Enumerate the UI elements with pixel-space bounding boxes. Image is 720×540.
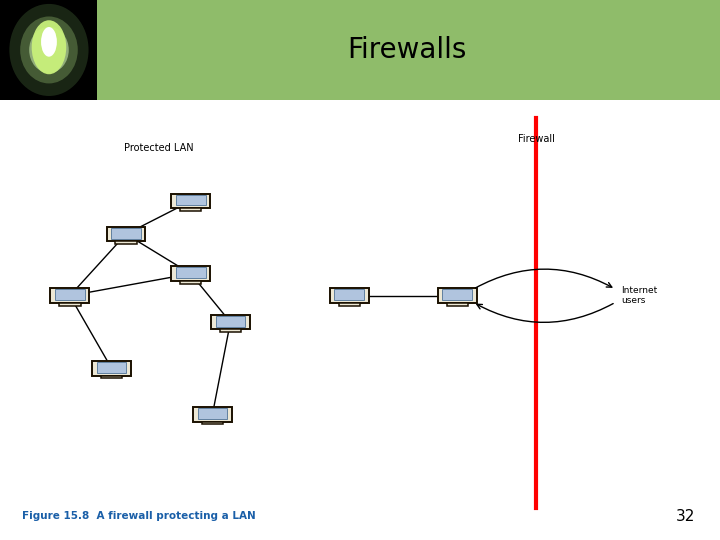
FancyBboxPatch shape: [180, 208, 202, 211]
FancyBboxPatch shape: [59, 303, 81, 306]
FancyBboxPatch shape: [55, 289, 85, 300]
Ellipse shape: [32, 20, 66, 74]
Bar: [0, 0, 97, 100]
Text: Firewall: Firewall: [518, 134, 555, 144]
FancyBboxPatch shape: [193, 407, 232, 422]
FancyBboxPatch shape: [438, 288, 477, 303]
FancyBboxPatch shape: [96, 362, 127, 373]
FancyArrowPatch shape: [475, 269, 612, 288]
Ellipse shape: [9, 4, 89, 96]
Bar: [0, 0, 720, 100]
Text: Firewalls: Firewalls: [347, 36, 467, 64]
Text: Protected LAN: Protected LAN: [124, 143, 193, 153]
Text: Internet
users: Internet users: [621, 286, 657, 306]
FancyBboxPatch shape: [215, 316, 246, 327]
Text: Figure 15.8  A firewall protecting a LAN: Figure 15.8 A firewall protecting a LAN: [22, 511, 256, 521]
FancyBboxPatch shape: [176, 267, 206, 278]
FancyBboxPatch shape: [202, 422, 223, 424]
FancyBboxPatch shape: [180, 281, 202, 284]
FancyBboxPatch shape: [111, 228, 141, 239]
FancyBboxPatch shape: [211, 315, 250, 329]
FancyBboxPatch shape: [50, 288, 89, 303]
FancyBboxPatch shape: [334, 289, 364, 300]
FancyBboxPatch shape: [171, 266, 210, 281]
FancyBboxPatch shape: [171, 194, 210, 208]
Ellipse shape: [20, 16, 78, 83]
FancyArrowPatch shape: [477, 303, 613, 322]
Ellipse shape: [41, 27, 57, 57]
FancyBboxPatch shape: [107, 227, 145, 241]
Text: 32: 32: [675, 509, 695, 524]
FancyBboxPatch shape: [101, 376, 122, 378]
FancyBboxPatch shape: [176, 194, 206, 206]
FancyBboxPatch shape: [115, 241, 137, 244]
FancyBboxPatch shape: [197, 408, 228, 419]
FancyBboxPatch shape: [442, 289, 472, 300]
FancyBboxPatch shape: [338, 303, 360, 306]
FancyBboxPatch shape: [92, 361, 131, 376]
FancyBboxPatch shape: [446, 303, 468, 306]
FancyBboxPatch shape: [330, 288, 369, 303]
Ellipse shape: [29, 27, 69, 73]
FancyBboxPatch shape: [220, 329, 241, 332]
